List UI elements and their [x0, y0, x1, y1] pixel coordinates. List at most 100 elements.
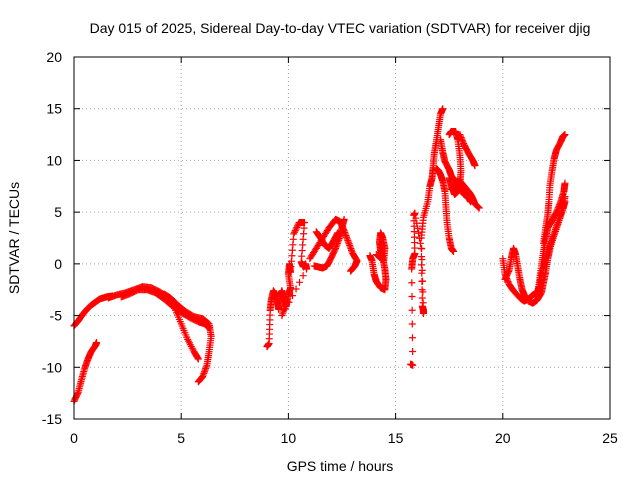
series-cluster-15-16 [407, 105, 447, 369]
series-arc-early [70, 338, 101, 405]
data-point [419, 288, 427, 296]
data-point [418, 294, 426, 302]
x-tick-labels: 0 5 10 15 20 25 [70, 430, 618, 446]
data-point [372, 251, 380, 259]
data-point [552, 208, 560, 216]
y-tick-labels: -15 -10 -5 0 5 10 15 20 [42, 49, 62, 427]
data-point [292, 285, 300, 293]
data-point [413, 219, 421, 227]
data-point [458, 136, 466, 144]
data-point [456, 131, 464, 139]
data-point [373, 251, 381, 259]
data-point [505, 267, 513, 275]
data-point [344, 238, 352, 246]
x-tick-label: 20 [495, 430, 511, 446]
data-point [347, 267, 355, 275]
data-point [344, 237, 352, 245]
data-point [409, 347, 417, 355]
data-point [554, 205, 562, 213]
data-point [202, 364, 210, 372]
data-point [340, 215, 348, 223]
series-arc-20-23d [540, 131, 569, 247]
data-point [439, 105, 447, 113]
data-point [414, 224, 422, 232]
data-point [555, 201, 563, 209]
data-point [196, 376, 204, 384]
x-tick-label: 0 [70, 430, 78, 446]
data-point [419, 310, 427, 318]
data-point [291, 228, 299, 236]
y-tick-label: 15 [46, 101, 62, 117]
y-axis-label: SDTVAR / TECUs [6, 182, 22, 294]
axis-ticks [73, 56, 611, 420]
data-point [345, 240, 353, 248]
data-point [347, 246, 355, 254]
data-point [457, 132, 465, 140]
data-point [346, 243, 354, 251]
data-point [292, 225, 300, 233]
data-point [347, 245, 355, 253]
data-point [346, 241, 354, 249]
series-arc-14 [366, 229, 390, 294]
data-point [334, 229, 342, 237]
data-point [556, 199, 564, 207]
chart-title: Day 015 of 2025, Sidereal Day-to-day VTE… [90, 20, 591, 36]
data-point [293, 223, 301, 231]
data-point [93, 338, 101, 346]
data-point [290, 230, 298, 238]
grid-lines [74, 57, 610, 419]
data-point [408, 320, 416, 328]
x-tick-label: 25 [602, 430, 618, 446]
data-point [347, 266, 355, 274]
data-point [445, 174, 453, 182]
data-point [194, 354, 202, 362]
data-point [458, 135, 466, 143]
series-arc-18-19 [456, 131, 479, 170]
data-point [296, 278, 304, 286]
y-tick-label: -10 [42, 359, 62, 375]
x-axis-label: GPS time / hours [287, 458, 394, 474]
y-tick-label: -15 [42, 411, 62, 427]
x-tick-label: 10 [281, 430, 297, 446]
data-point [331, 246, 339, 254]
y-tick-label: 5 [54, 204, 62, 220]
data-point [201, 366, 209, 374]
data-point [202, 363, 210, 371]
data-point [561, 131, 569, 139]
data-point [412, 214, 420, 222]
data-point [408, 306, 416, 314]
data-point [348, 266, 356, 274]
data-point [418, 245, 426, 253]
data-point [459, 138, 467, 146]
data-point [475, 204, 483, 212]
data-point [289, 292, 297, 300]
data-point [333, 230, 341, 238]
data-point [195, 377, 203, 385]
data-point [418, 256, 426, 264]
data-point [418, 266, 426, 274]
data-point [408, 279, 416, 287]
data-point [419, 299, 427, 307]
data-points [70, 105, 569, 405]
data-point [555, 202, 563, 210]
data-point [457, 134, 465, 142]
x-tick-label: 15 [388, 430, 404, 446]
data-point [332, 244, 340, 252]
plot-frame [73, 56, 611, 420]
series-cluster-9-10 [263, 218, 311, 351]
data-point [411, 209, 419, 217]
data-point [471, 162, 479, 170]
x-tick-label: 5 [177, 430, 185, 446]
series-arc-20-23b [501, 193, 569, 307]
y-tick-label: 20 [46, 49, 62, 65]
data-point [561, 179, 569, 187]
data-point [74, 389, 82, 397]
data-point [343, 235, 351, 243]
data-point [203, 361, 211, 369]
data-point [449, 247, 457, 255]
series-arc-17-18a [432, 165, 457, 255]
series-arc-17-18d [447, 177, 483, 212]
data-point [554, 204, 562, 212]
y-tick-label: -5 [50, 308, 63, 324]
